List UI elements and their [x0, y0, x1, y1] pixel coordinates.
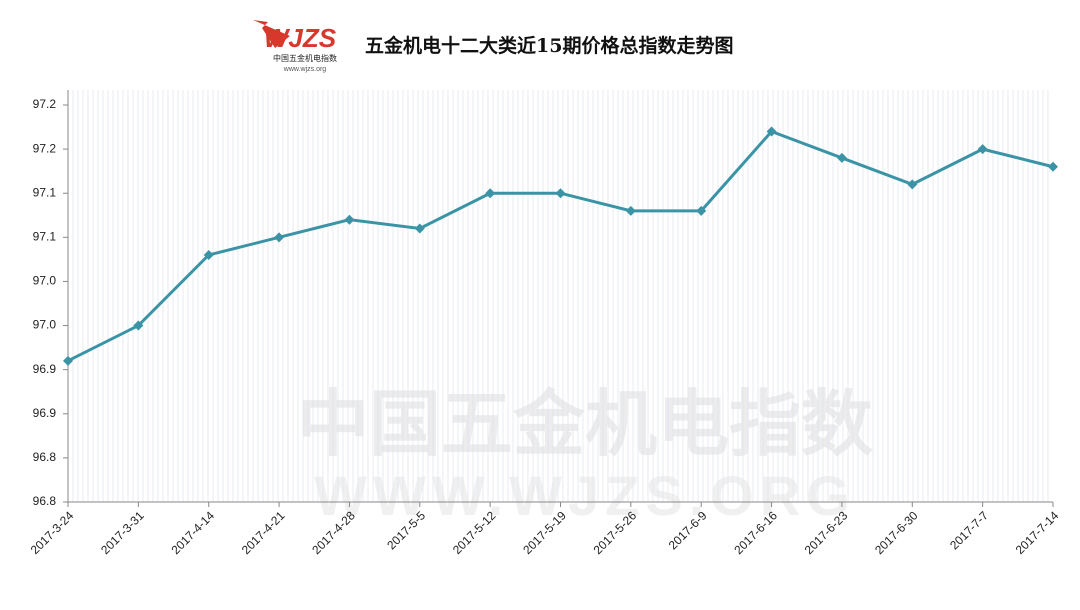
point-marker [414, 223, 425, 234]
watermark-text: 中国五金机电指数 [297, 385, 873, 465]
logo-arrow [253, 20, 290, 48]
point-marker [696, 205, 707, 216]
series-line [67, 129, 1054, 363]
y-tick-label: 96.9 [33, 362, 57, 376]
point-marker [274, 232, 285, 243]
logo-name: 中国五金机电指数 [273, 53, 337, 63]
x-tick-label: 2017-4-21 [239, 508, 288, 557]
y-tick-label: 97.1 [33, 230, 57, 244]
logo-mark: WJZS [264, 23, 337, 53]
x-tick-label: 2017-6-30 [872, 508, 921, 557]
x-tick-label: 2017-7-14 [1013, 508, 1062, 557]
y-tick-label: 96.9 [33, 406, 57, 420]
x-tick-label: 2017-3-24 [28, 508, 77, 557]
point-marker [766, 126, 777, 137]
y-tick-label: 97.0 [33, 274, 57, 288]
point-marker [203, 249, 214, 260]
point-marker [625, 205, 636, 216]
watermark-url: WWW.WJZS.ORG [314, 464, 856, 527]
point-marker [485, 188, 496, 199]
point-marker [63, 355, 73, 366]
point-marker [836, 152, 847, 163]
y-tick-label: 97.1 [33, 185, 57, 199]
y-tick-label: 97.2 [33, 141, 57, 155]
point-marker [344, 214, 355, 225]
x-tick-label: 2017-4-14 [168, 508, 217, 557]
point-marker [133, 320, 144, 331]
y-tick-label: 97.2 [33, 97, 57, 111]
point-marker [1048, 161, 1058, 172]
x-tick-label: 2017-7-7 [947, 508, 991, 552]
point-marker [555, 188, 566, 199]
x-tick-label: 2017-3-31 [98, 508, 147, 557]
y-tick-label: 96.8 [33, 450, 57, 464]
point-marker [907, 179, 918, 190]
logo-url: www.wjzs.org [283, 66, 327, 73]
y-tick-label: 97.0 [33, 318, 57, 332]
chart-title: 五金机电十二大类近15期价格总指数走势图 [365, 34, 733, 57]
y-tick-label: 96.8 [33, 494, 57, 508]
point-marker [977, 144, 988, 155]
